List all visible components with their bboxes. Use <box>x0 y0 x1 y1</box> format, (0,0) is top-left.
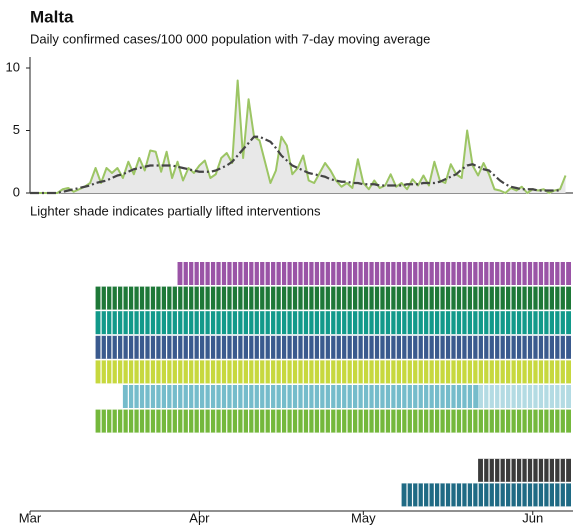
chart-title: Malta <box>30 7 74 26</box>
day-dividers <box>182 262 567 285</box>
intervention-bar <box>122 385 479 408</box>
intervention-bar <box>95 286 572 310</box>
note: Lighter shade indicates partially lifted… <box>30 203 321 218</box>
day-dividers <box>100 311 567 335</box>
day-dividers <box>406 483 567 507</box>
x-tick-label: Apr <box>189 510 210 525</box>
series-line <box>30 79 567 194</box>
y-tick-label: 5 <box>13 122 20 137</box>
intervention-bar <box>478 458 571 482</box>
day-dividers <box>482 385 567 408</box>
x-tick-label: May <box>351 510 376 525</box>
intervention-bar <box>95 360 572 384</box>
x-tick-label: Mar <box>19 510 42 525</box>
intervention-bar <box>478 385 571 408</box>
intervention-bar <box>95 335 572 359</box>
x-tick-label: Jun <box>522 510 543 525</box>
y-tick-label: 10 <box>6 59 20 74</box>
day-dividers <box>100 286 567 310</box>
intervention-bar <box>95 311 572 335</box>
y-tick-label: 0 <box>13 184 20 199</box>
series-line <box>30 135 561 195</box>
day-dividers <box>100 360 567 384</box>
intervention-bar <box>95 409 572 433</box>
chart-subtitle: Daily confirmed cases/100 000 population… <box>30 31 430 46</box>
day-dividers <box>100 409 567 433</box>
day-dividers <box>100 335 567 359</box>
intervention-bar <box>401 483 571 507</box>
day-dividers <box>127 385 474 408</box>
area <box>30 80 566 193</box>
day-dividers <box>482 458 567 482</box>
